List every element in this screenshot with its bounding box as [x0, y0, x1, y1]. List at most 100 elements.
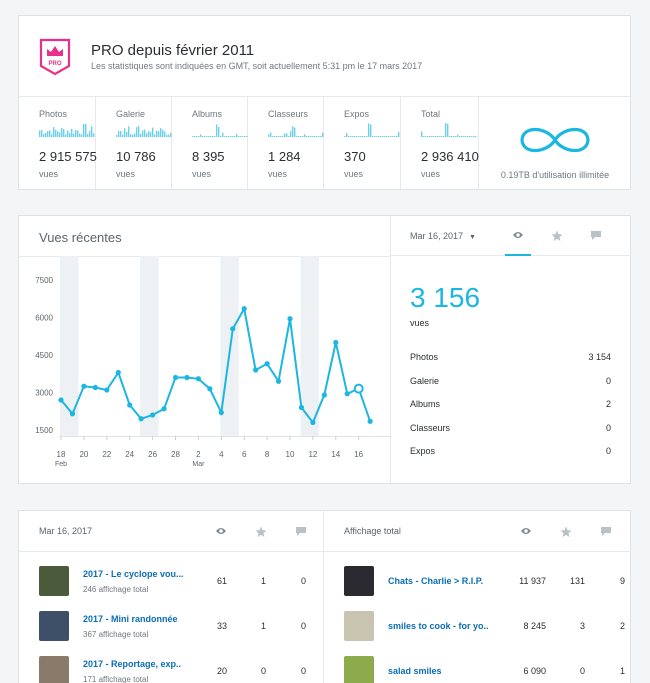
stat-albums[interactable]: Albums 8 395 vues [172, 97, 248, 190]
data-point[interactable] [150, 412, 156, 418]
breakdown-label: Expos [410, 446, 436, 456]
data-point[interactable] [58, 397, 64, 403]
x-tick-label: 14 [331, 450, 340, 459]
data-point[interactable] [104, 387, 110, 393]
content-title-link[interactable]: Chats - Charlie > R.I.P. [388, 576, 484, 586]
comment-icon[interactable] [295, 526, 307, 537]
day-total-unit: vues [410, 318, 430, 328]
badge-text: PRO [48, 61, 61, 67]
data-point[interactable] [161, 406, 167, 412]
count-views: 61 [216, 576, 227, 586]
data-point[interactable] [207, 386, 213, 392]
count-comments: 0 [300, 621, 306, 631]
data-point[interactable] [344, 391, 350, 397]
comment-icon[interactable] [600, 526, 612, 537]
tab-favorites[interactable] [544, 216, 570, 256]
content-row[interactable]: 2017 - Le cyclope vou... 246 affichage to… [19, 566, 323, 606]
star-icon[interactable] [560, 526, 572, 538]
storage-usage: 0.19TB d'utilisation illimitée [479, 97, 631, 190]
day-detail-panel: Mar 16, 2017 ▼ 3 156 vues Photos 3 154 Gale… [391, 216, 631, 483]
data-point[interactable] [241, 306, 247, 312]
data-point[interactable] [127, 402, 133, 408]
content-title-link[interactable]: 2017 - Le cyclope vou... [83, 569, 184, 579]
thumbnail[interactable] [39, 611, 69, 641]
recent-views-chart-panel: Vues récentes 1500 3000 4500 6000 7500 18 Feb 2… [19, 216, 391, 483]
count-views: 6 090 [523, 666, 546, 676]
stat-galerie[interactable]: Galerie 10 786 vues [96, 97, 172, 190]
stat-expos[interactable]: Expos 370 vues [324, 97, 401, 190]
data-point[interactable] [184, 374, 190, 381]
eye-icon[interactable] [520, 526, 532, 536]
thumbnail[interactable] [39, 566, 69, 596]
content-title-link[interactable]: 2017 - Reportage, exp.. [83, 659, 182, 669]
star-icon[interactable] [255, 526, 267, 538]
recent-views-chart[interactable]: 1500 3000 4500 6000 7500 18 Feb 20 22 24 26 28 2 Mar 4… [19, 256, 391, 483]
data-point[interactable] [321, 392, 327, 398]
data-point[interactable] [353, 383, 364, 394]
data-point[interactable] [287, 316, 293, 322]
stat-unit: vues [116, 169, 136, 179]
data-point[interactable] [367, 418, 373, 424]
eye-icon[interactable] [215, 526, 227, 536]
breakdown-value: 2 [605, 399, 611, 409]
content-title-link[interactable]: smiles to cook - for yo.. [388, 621, 489, 631]
stat-total[interactable]: Total 2 936 410 vues [401, 97, 479, 190]
top-total-panel: Affichage total Chats - Charlie > R.I.P.… [324, 511, 631, 683]
breakdown-label: Albums [410, 399, 441, 409]
data-point[interactable] [138, 416, 144, 422]
tab-comments[interactable] [583, 216, 609, 256]
breakdown-galerie: Galerie 0 [410, 376, 611, 386]
stat-unit: vues [268, 169, 288, 179]
count-favs: 0 [579, 666, 585, 676]
date-selector[interactable]: Mar 16, 2017 ▼ [410, 231, 476, 241]
stat-unit: vues [421, 169, 441, 179]
stats-summary-card: PRO PRO depuis février 2011 Les statisti… [18, 15, 631, 190]
data-point[interactable] [218, 409, 224, 416]
top-total-title: Affichage total [344, 526, 401, 536]
stat-unit: vues [192, 169, 212, 179]
content-row[interactable]: 2017 - Mini randonnée 367 affichage total… [19, 611, 323, 651]
stat-unit: vues [344, 169, 364, 179]
thumbnail[interactable] [344, 656, 374, 683]
sparkline [268, 126, 324, 137]
data-point[interactable] [81, 383, 87, 389]
content-row[interactable]: 2017 - Reportage, exp.. 171 affichage tot… [19, 656, 323, 683]
content-total-views: 367 affichage total [83, 630, 149, 639]
tab-views[interactable] [505, 216, 531, 256]
data-point[interactable] [92, 384, 98, 391]
content-row[interactable]: Chats - Charlie > R.I.P. 11 937 131 9 [324, 566, 631, 606]
data-point[interactable] [298, 404, 305, 411]
top-total-header: Affichage total [324, 511, 631, 552]
data-point[interactable] [333, 339, 339, 346]
y-tick-label: 4500 [35, 351, 53, 360]
top-day-title: Mar 16, 2017 [39, 526, 93, 536]
data-point[interactable] [253, 367, 259, 373]
count-favs: 1 [260, 621, 266, 631]
data-point[interactable] [195, 376, 201, 382]
thumbnail[interactable] [39, 656, 69, 683]
stat-photos[interactable]: Photos 2 915 575 vues [19, 97, 97, 190]
breakdown-label: Classeurs [410, 422, 451, 433]
count-comments: 0 [300, 576, 306, 586]
data-point[interactable] [230, 326, 236, 332]
data-point[interactable] [115, 369, 121, 376]
stat-classeurs[interactable]: Classeurs 1 284 vues [248, 97, 324, 190]
data-point[interactable] [69, 411, 76, 417]
thumbnail[interactable] [344, 566, 374, 596]
y-tick-label: 3000 [35, 389, 53, 398]
y-tick-label: 1500 [35, 426, 53, 435]
breakdown-classeurs: Classeurs 0 [410, 423, 611, 433]
content-title-link[interactable]: salad smiles [388, 666, 442, 676]
data-point[interactable] [172, 374, 179, 381]
top-day-panel: Mar 16, 2017 2017 - Le cyclope vou... 246… [19, 511, 324, 683]
thumbnail[interactable] [344, 611, 374, 641]
data-point[interactable] [275, 378, 282, 384]
content-row[interactable]: smiles to cook - for yo.. 8 245 3 2 [324, 611, 631, 651]
count-comments: 9 [619, 576, 625, 586]
data-point[interactable] [310, 419, 316, 426]
content-title-link[interactable]: 2017 - Mini randonnée [83, 614, 178, 624]
data-point[interactable] [264, 361, 270, 367]
x-tick-label: 22 [102, 450, 111, 459]
x-tick-label: 2 [196, 450, 201, 459]
content-row[interactable]: salad smiles 6 090 0 1 [324, 656, 631, 683]
